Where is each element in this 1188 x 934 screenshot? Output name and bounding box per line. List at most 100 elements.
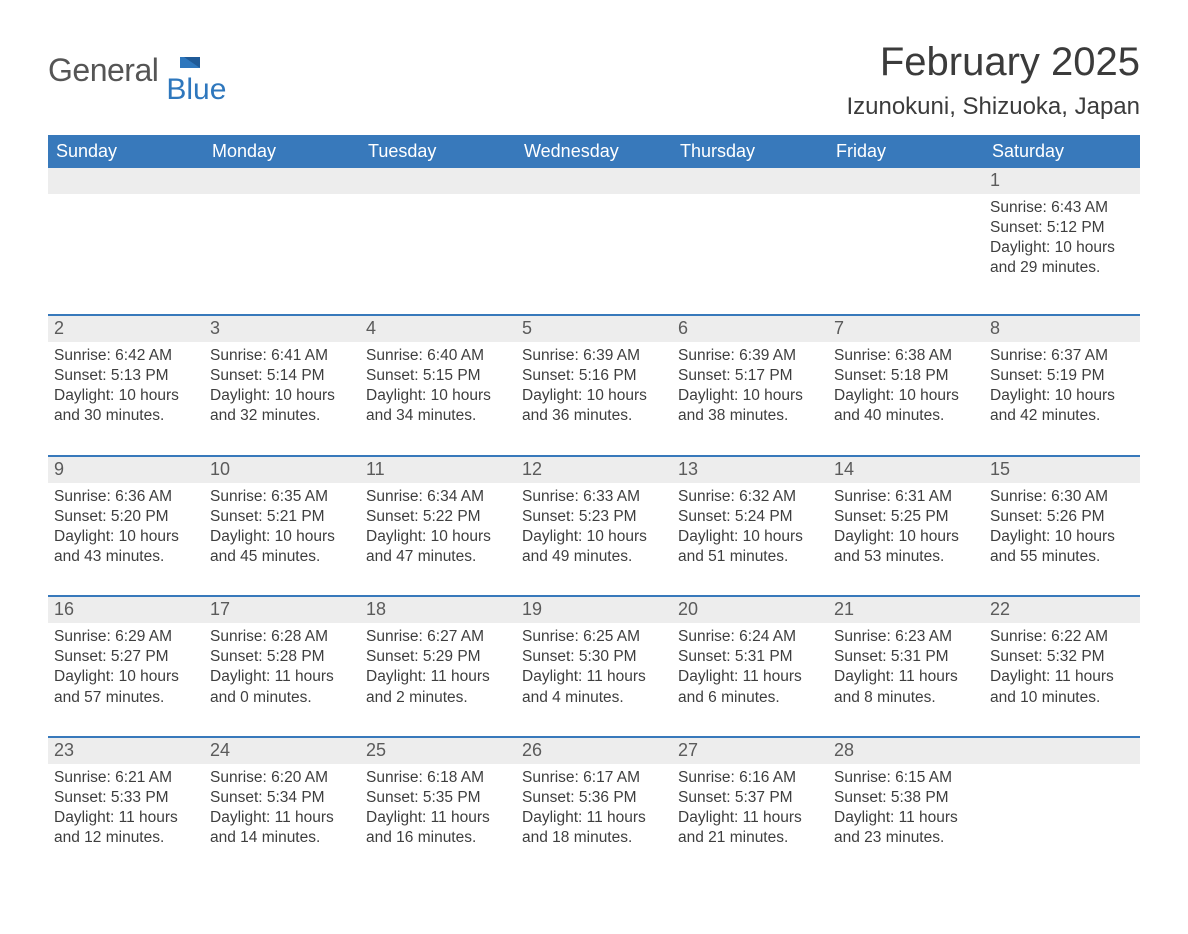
day-details: Sunrise: 6:43 AMSunset: 5:12 PMDaylight:… xyxy=(984,194,1140,307)
sunset-text: Sunset: 5:15 PM xyxy=(366,366,510,386)
daylight-text: Daylight: 11 hours and 23 minutes. xyxy=(834,808,978,848)
brand-logo: General Blue xyxy=(48,52,262,89)
weekday-header: Tuesday xyxy=(360,135,516,168)
day-details: Sunrise: 6:22 AMSunset: 5:32 PMDaylight:… xyxy=(984,623,1140,736)
calendar-day-cell xyxy=(204,168,360,315)
daylight-text: Daylight: 10 hours and 36 minutes. xyxy=(522,386,666,426)
sunset-text: Sunset: 5:30 PM xyxy=(522,647,666,667)
daylight-text: Daylight: 10 hours and 42 minutes. xyxy=(990,386,1134,426)
calendar-week-row: 2Sunrise: 6:42 AMSunset: 5:13 PMDaylight… xyxy=(48,315,1140,456)
calendar-day-cell: 14Sunrise: 6:31 AMSunset: 5:25 PMDayligh… xyxy=(828,456,984,597)
day-number: 19 xyxy=(516,597,672,623)
calendar-day-cell xyxy=(828,168,984,315)
daylight-text: Daylight: 11 hours and 16 minutes. xyxy=(366,808,510,848)
sunrise-text: Sunrise: 6:16 AM xyxy=(678,768,822,788)
daylight-text: Daylight: 10 hours and 45 minutes. xyxy=(210,527,354,567)
day-number: 1 xyxy=(984,168,1140,194)
sunset-text: Sunset: 5:20 PM xyxy=(54,507,198,527)
day-number: 28 xyxy=(828,738,984,764)
sunrise-text: Sunrise: 6:18 AM xyxy=(366,768,510,788)
sunrise-text: Sunrise: 6:40 AM xyxy=(366,346,510,366)
daylight-text: Daylight: 11 hours and 2 minutes. xyxy=(366,667,510,707)
sunset-text: Sunset: 5:34 PM xyxy=(210,788,354,808)
daylight-text: Daylight: 10 hours and 43 minutes. xyxy=(54,527,198,567)
day-number: 25 xyxy=(360,738,516,764)
sunset-text: Sunset: 5:21 PM xyxy=(210,507,354,527)
weekday-header: Friday xyxy=(828,135,984,168)
sunset-text: Sunset: 5:32 PM xyxy=(990,647,1134,667)
sunset-text: Sunset: 5:19 PM xyxy=(990,366,1134,386)
day-number xyxy=(48,168,204,194)
day-number: 27 xyxy=(672,738,828,764)
day-details: Sunrise: 6:16 AMSunset: 5:37 PMDaylight:… xyxy=(672,764,828,877)
sunrise-text: Sunrise: 6:39 AM xyxy=(522,346,666,366)
sunset-text: Sunset: 5:29 PM xyxy=(366,647,510,667)
calendar-day-cell: 26Sunrise: 6:17 AMSunset: 5:36 PMDayligh… xyxy=(516,737,672,884)
daylight-text: Daylight: 11 hours and 10 minutes. xyxy=(990,667,1134,707)
day-number: 24 xyxy=(204,738,360,764)
day-number: 21 xyxy=(828,597,984,623)
day-details: Sunrise: 6:33 AMSunset: 5:23 PMDaylight:… xyxy=(516,483,672,596)
day-details xyxy=(204,194,360,314)
calendar-day-cell: 13Sunrise: 6:32 AMSunset: 5:24 PMDayligh… xyxy=(672,456,828,597)
sunrise-text: Sunrise: 6:25 AM xyxy=(522,627,666,647)
day-number xyxy=(360,168,516,194)
daylight-text: Daylight: 11 hours and 21 minutes. xyxy=(678,808,822,848)
sunset-text: Sunset: 5:22 PM xyxy=(366,507,510,527)
daylight-text: Daylight: 10 hours and 51 minutes. xyxy=(678,527,822,567)
calendar-day-cell: 19Sunrise: 6:25 AMSunset: 5:30 PMDayligh… xyxy=(516,596,672,737)
sunrise-text: Sunrise: 6:17 AM xyxy=(522,768,666,788)
daylight-text: Daylight: 11 hours and 12 minutes. xyxy=(54,808,198,848)
day-number: 4 xyxy=(360,316,516,342)
day-number: 7 xyxy=(828,316,984,342)
weekday-header-row: Sunday Monday Tuesday Wednesday Thursday… xyxy=(48,135,1140,168)
sunset-text: Sunset: 5:18 PM xyxy=(834,366,978,386)
sunset-text: Sunset: 5:12 PM xyxy=(990,218,1134,238)
day-details xyxy=(360,194,516,314)
calendar-day-cell: 15Sunrise: 6:30 AMSunset: 5:26 PMDayligh… xyxy=(984,456,1140,597)
sunrise-text: Sunrise: 6:36 AM xyxy=(54,487,198,507)
day-details: Sunrise: 6:40 AMSunset: 5:15 PMDaylight:… xyxy=(360,342,516,455)
sunset-text: Sunset: 5:31 PM xyxy=(678,647,822,667)
day-details: Sunrise: 6:24 AMSunset: 5:31 PMDaylight:… xyxy=(672,623,828,736)
weekday-header: Thursday xyxy=(672,135,828,168)
calendar-day-cell: 28Sunrise: 6:15 AMSunset: 5:38 PMDayligh… xyxy=(828,737,984,884)
sunrise-text: Sunrise: 6:28 AM xyxy=(210,627,354,647)
daylight-text: Daylight: 10 hours and 53 minutes. xyxy=(834,527,978,567)
day-details: Sunrise: 6:29 AMSunset: 5:27 PMDaylight:… xyxy=(48,623,204,736)
calendar-week-row: 9Sunrise: 6:36 AMSunset: 5:20 PMDaylight… xyxy=(48,456,1140,597)
day-number xyxy=(984,738,1140,764)
sunset-text: Sunset: 5:24 PM xyxy=(678,507,822,527)
daylight-text: Daylight: 10 hours and 40 minutes. xyxy=(834,386,978,426)
calendar-day-cell: 25Sunrise: 6:18 AMSunset: 5:35 PMDayligh… xyxy=(360,737,516,884)
sunset-text: Sunset: 5:25 PM xyxy=(834,507,978,527)
calendar-day-cell: 9Sunrise: 6:36 AMSunset: 5:20 PMDaylight… xyxy=(48,456,204,597)
calendar-day-cell: 27Sunrise: 6:16 AMSunset: 5:37 PMDayligh… xyxy=(672,737,828,884)
day-number xyxy=(204,168,360,194)
day-number: 22 xyxy=(984,597,1140,623)
daylight-text: Daylight: 11 hours and 14 minutes. xyxy=(210,808,354,848)
day-number: 2 xyxy=(48,316,204,342)
calendar-day-cell: 11Sunrise: 6:34 AMSunset: 5:22 PMDayligh… xyxy=(360,456,516,597)
calendar-day-cell: 16Sunrise: 6:29 AMSunset: 5:27 PMDayligh… xyxy=(48,596,204,737)
day-details: Sunrise: 6:28 AMSunset: 5:28 PMDaylight:… xyxy=(204,623,360,736)
sunset-text: Sunset: 5:38 PM xyxy=(834,788,978,808)
sunrise-text: Sunrise: 6:24 AM xyxy=(678,627,822,647)
day-details: Sunrise: 6:37 AMSunset: 5:19 PMDaylight:… xyxy=(984,342,1140,455)
day-number: 15 xyxy=(984,457,1140,483)
day-details: Sunrise: 6:18 AMSunset: 5:35 PMDaylight:… xyxy=(360,764,516,877)
sunrise-text: Sunrise: 6:33 AM xyxy=(522,487,666,507)
day-details xyxy=(48,194,204,314)
sunrise-text: Sunrise: 6:43 AM xyxy=(990,198,1134,218)
sunset-text: Sunset: 5:13 PM xyxy=(54,366,198,386)
brand-text-blue: Blue xyxy=(166,73,226,107)
sunset-text: Sunset: 5:33 PM xyxy=(54,788,198,808)
daylight-text: Daylight: 10 hours and 38 minutes. xyxy=(678,386,822,426)
sunrise-text: Sunrise: 6:29 AM xyxy=(54,627,198,647)
day-details: Sunrise: 6:23 AMSunset: 5:31 PMDaylight:… xyxy=(828,623,984,736)
sunset-text: Sunset: 5:27 PM xyxy=(54,647,198,667)
day-details: Sunrise: 6:39 AMSunset: 5:16 PMDaylight:… xyxy=(516,342,672,455)
daylight-text: Daylight: 11 hours and 0 minutes. xyxy=(210,667,354,707)
day-details: Sunrise: 6:27 AMSunset: 5:29 PMDaylight:… xyxy=(360,623,516,736)
sunrise-text: Sunrise: 6:23 AM xyxy=(834,627,978,647)
